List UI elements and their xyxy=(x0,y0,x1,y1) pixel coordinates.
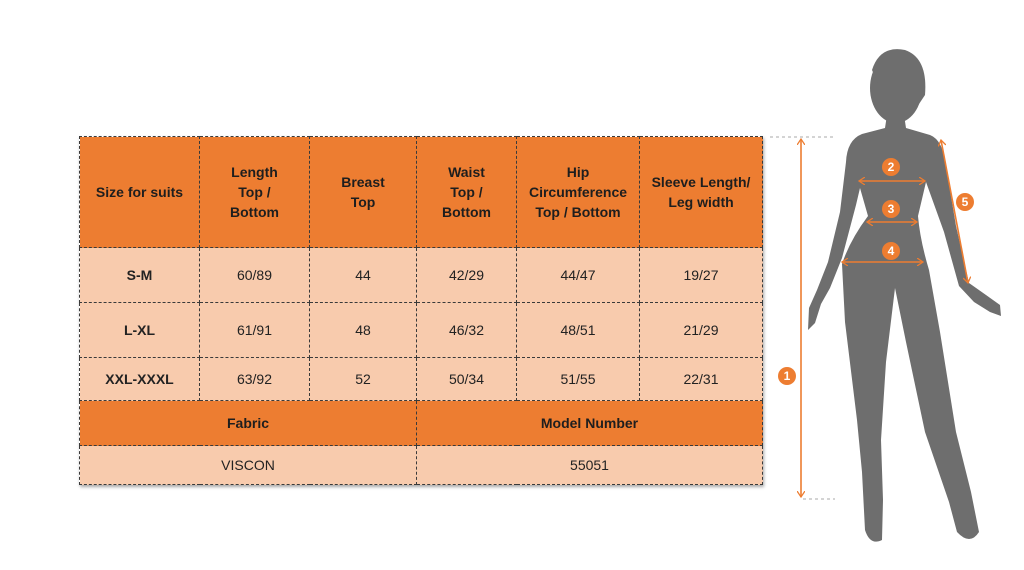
guide-lines xyxy=(770,136,835,500)
model-number-label: Model Number xyxy=(416,400,763,446)
marker-3: 3 xyxy=(882,200,900,218)
svg-text:1: 1 xyxy=(784,369,791,383)
table-cell: 52 xyxy=(309,357,417,401)
table-cell: 42/29 xyxy=(416,247,517,303)
header-text: Length Top / Bottom xyxy=(230,164,279,220)
table-cell: 19/27 xyxy=(639,247,763,303)
marker-4: 4 xyxy=(882,242,900,260)
fabric-value: VISCON xyxy=(79,445,417,485)
table-row: S-M 60/89 44 42/29 44/47 19/27 xyxy=(79,247,763,303)
header-text: Hip Circumference Top / Bottom xyxy=(528,164,628,220)
header-hip: Hip Circumference Top / Bottom xyxy=(516,136,640,248)
table-cell: 44 xyxy=(309,247,417,303)
header-waist: Waist Top / Bottom xyxy=(416,136,517,248)
header-text: Size for suits xyxy=(95,184,184,200)
table-cell: 21/29 xyxy=(639,302,763,358)
silhouette-icon xyxy=(808,49,1001,542)
header-length: Length Top / Bottom xyxy=(199,136,310,248)
header-size: Size for suits xyxy=(79,136,200,248)
model-number-value: 55051 xyxy=(416,445,763,485)
svg-text:3: 3 xyxy=(888,202,895,216)
table-cell: 48/51 xyxy=(516,302,640,358)
table-cell: 60/89 xyxy=(199,247,310,303)
table-row: L-XL 61/91 48 46/32 48/51 21/29 xyxy=(79,302,763,358)
table-cell: 44/47 xyxy=(516,247,640,303)
marker-2: 2 xyxy=(882,158,900,176)
header-breast: Breast Top xyxy=(309,136,417,248)
svg-text:2: 2 xyxy=(888,160,895,174)
marker-1: 1 xyxy=(778,367,796,385)
size-cell: S-M xyxy=(79,247,200,303)
size-cell: XXL-XXXL xyxy=(79,357,200,401)
header-text: Waist Top / Bottom xyxy=(442,164,491,220)
marker-5: 5 xyxy=(956,193,974,211)
header-row: Size for suits Length Top / Bottom Breas… xyxy=(79,136,763,248)
table-cell: 48 xyxy=(309,302,417,358)
header-text: Breast Top xyxy=(341,174,385,210)
svg-text:5: 5 xyxy=(962,195,969,209)
table-cell: 50/34 xyxy=(416,357,517,401)
sleeve-arrow xyxy=(941,140,968,283)
footer-header-row: Fabric Model Number xyxy=(79,400,763,446)
size-cell: L-XL xyxy=(79,302,200,358)
header-sleeve: Sleeve Length/ Leg width xyxy=(639,136,763,248)
footer-value-row: VISCON 55051 xyxy=(79,445,763,485)
measurement-arrows xyxy=(801,139,968,497)
fabric-label: Fabric xyxy=(79,400,417,446)
table-cell: 22/31 xyxy=(639,357,763,401)
svg-text:4: 4 xyxy=(888,244,895,258)
size-chart-table: Size for suits Length Top / Bottom Breas… xyxy=(79,136,763,485)
header-text: Sleeve Length/ Leg width xyxy=(651,174,751,210)
